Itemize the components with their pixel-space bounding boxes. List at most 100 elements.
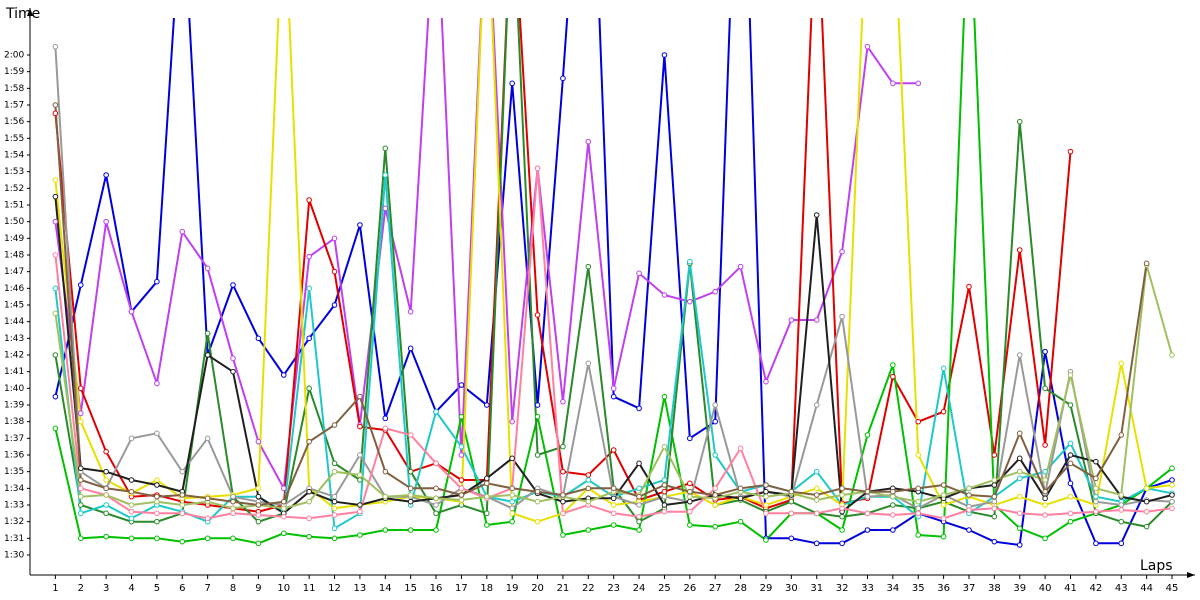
lap-point xyxy=(534,312,541,318)
lap-point xyxy=(560,532,566,538)
lap-point xyxy=(128,502,135,508)
lap-point xyxy=(864,527,871,533)
lap-point xyxy=(179,492,186,498)
y-tick-label: 1:35 xyxy=(4,467,24,477)
x-tick-label: 36 xyxy=(937,583,950,594)
lap-point xyxy=(636,513,642,520)
lap-point xyxy=(484,522,490,528)
x-tick-label: 16 xyxy=(430,583,443,594)
lap-point xyxy=(306,488,312,495)
lap-point xyxy=(458,413,465,420)
lap-point xyxy=(1016,468,1023,475)
lap-point xyxy=(1067,480,1074,487)
x-tick-label: 43 xyxy=(1115,583,1128,594)
lap-point xyxy=(230,498,236,505)
lap-point xyxy=(1067,402,1074,408)
lap-point xyxy=(839,505,845,512)
lap-point xyxy=(1016,455,1023,462)
x-tick-label: 18 xyxy=(480,583,493,594)
y-tick-label: 2:00 xyxy=(4,51,24,61)
lap-point xyxy=(890,502,896,508)
lap-point xyxy=(357,508,363,515)
lap-point xyxy=(1118,507,1125,513)
lap-point xyxy=(204,535,211,542)
lap-point xyxy=(1016,510,1023,517)
y-tick-label: 1:45 xyxy=(4,301,24,311)
lap-point xyxy=(1067,510,1074,517)
lap-point xyxy=(560,510,566,517)
lap-point xyxy=(1169,477,1175,483)
lap-point xyxy=(966,485,972,492)
lap-point xyxy=(103,448,109,455)
lap-point xyxy=(128,515,135,522)
lap-point xyxy=(890,362,896,368)
lap-point xyxy=(484,402,490,408)
lap-point xyxy=(357,393,363,400)
lap-point xyxy=(357,452,363,458)
lap-point xyxy=(306,197,312,203)
y-tick-label: 1:42 xyxy=(4,351,24,361)
lap-point xyxy=(1093,458,1099,465)
lap-point xyxy=(534,402,541,408)
x-tick-label: 37 xyxy=(963,583,976,594)
x-tick-label: 23 xyxy=(607,583,620,594)
lap-point xyxy=(255,502,262,508)
lap-point xyxy=(813,492,820,498)
lap-point xyxy=(382,468,389,475)
lap-point xyxy=(1042,477,1048,483)
lap-point xyxy=(382,172,389,178)
x-tick-label: 8 xyxy=(230,583,236,594)
lap-point xyxy=(890,512,896,518)
lap-point xyxy=(763,488,769,495)
lap-point xyxy=(280,530,287,537)
lap-point xyxy=(763,493,769,500)
lap-point xyxy=(204,352,211,358)
lap-point xyxy=(103,485,109,492)
lap-point xyxy=(915,510,922,517)
lap-point xyxy=(940,502,947,508)
lap-point xyxy=(966,283,972,290)
lap-point xyxy=(585,498,592,505)
x-tick-label: 7 xyxy=(204,583,210,594)
lap-point xyxy=(763,537,769,543)
lap-point xyxy=(712,492,719,498)
lap-point xyxy=(382,145,389,152)
lap-point xyxy=(331,498,338,505)
lap-point xyxy=(1118,360,1125,367)
x-tick-label: 32 xyxy=(836,583,849,594)
lap-point xyxy=(1042,512,1048,518)
lap-point xyxy=(306,335,312,342)
lap-point xyxy=(128,488,135,495)
lap-point xyxy=(1169,505,1175,512)
lap-point xyxy=(788,317,795,323)
lap-point xyxy=(509,80,515,87)
y-tick-label: 1:31 xyxy=(4,534,24,544)
lap-point xyxy=(103,218,109,225)
lap-point xyxy=(509,492,515,498)
lap-point xyxy=(1143,523,1150,530)
lap-point xyxy=(230,510,236,517)
lap-point xyxy=(712,523,719,530)
lap-point xyxy=(560,468,566,475)
x-tick-label: 17 xyxy=(455,583,468,594)
lap-point xyxy=(458,382,465,388)
lap-point xyxy=(915,80,922,87)
lap-point xyxy=(52,393,59,400)
lap-point xyxy=(154,493,160,500)
y-tick-label: 1:30 xyxy=(4,551,24,561)
lap-point xyxy=(864,488,871,495)
lap-point xyxy=(966,527,972,533)
lap-point xyxy=(737,495,744,502)
lap-point xyxy=(1067,460,1074,467)
lap-point xyxy=(1169,498,1175,505)
lap-point xyxy=(52,110,59,117)
lap-point xyxy=(331,525,338,532)
lap-point xyxy=(560,75,566,82)
lap-point xyxy=(1016,352,1023,358)
lap-point xyxy=(52,102,59,108)
lap-point xyxy=(610,447,617,453)
lap-point xyxy=(509,505,515,512)
x-tick-label: 15 xyxy=(404,583,417,594)
lap-point xyxy=(230,355,236,362)
lap-point xyxy=(280,498,287,505)
